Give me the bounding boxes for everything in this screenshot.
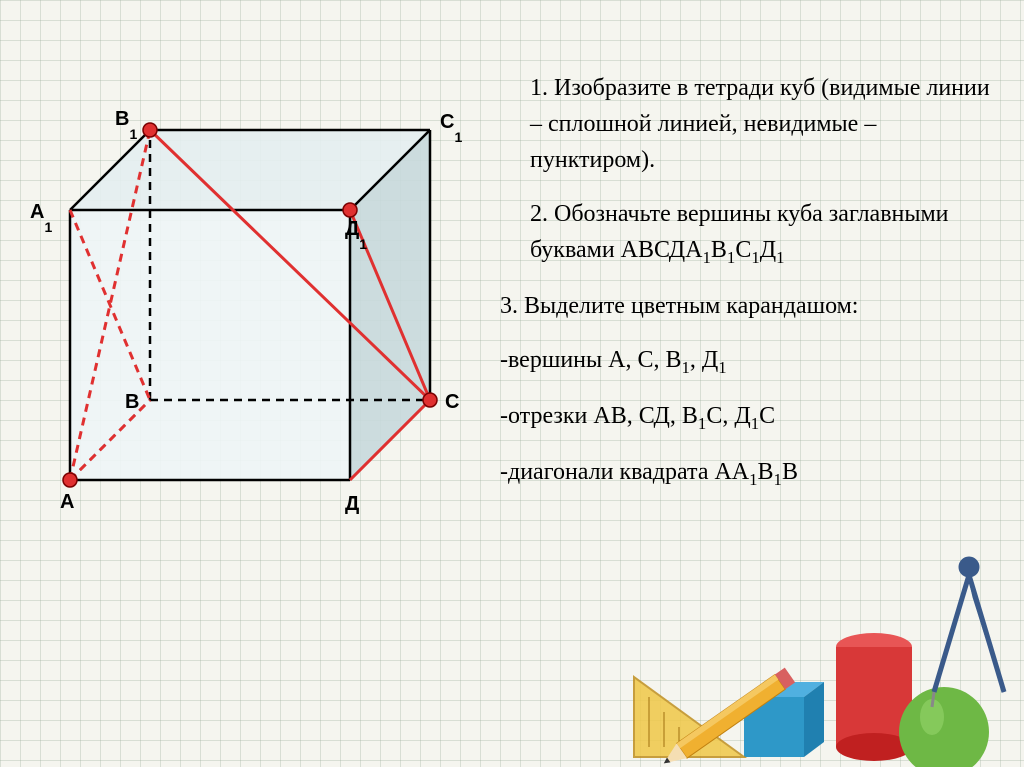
task-item-2: 2. Обозначьте вершины куба заглавными бу… <box>500 196 994 270</box>
bullet-3: -диагонали квадрата АА1В1В <box>500 454 994 492</box>
task1-text: Изобразите в тетради куб (видимые линии … <box>530 75 990 173</box>
task3-num: 3. <box>500 293 518 319</box>
task2-num: 2. <box>530 201 548 227</box>
vertex-dot <box>343 203 357 217</box>
diagram-panel: АДВСА1Д1В1С1 <box>0 0 480 767</box>
task3-text: Выделите цветным карандашом: <box>524 293 858 319</box>
vertex-dot <box>63 473 77 487</box>
sphere-shape <box>899 687 989 767</box>
vertex-label: В1 <box>115 108 137 142</box>
compass-shape <box>934 559 1004 692</box>
cube-diagram: АДВСА1Д1В1С1 <box>10 80 470 540</box>
bullet-2: -отрезки АВ, СД, В1С, Д1С <box>500 398 994 436</box>
vertex-label: А1 <box>30 201 52 235</box>
vertex-label: С <box>445 391 459 413</box>
vertex-label: Д <box>345 493 359 515</box>
vertex-label: С1 <box>440 111 462 145</box>
vertex-dot <box>143 123 157 137</box>
task2-text: Обозначьте вершины куба заглавными буква… <box>530 201 949 263</box>
vertex-label: А <box>60 491 74 513</box>
decoration-shapes <box>574 547 1024 767</box>
task-item-1: 1. Изобразите в тетради куб (видимые лин… <box>500 70 994 178</box>
bullet-1: -вершины А, С, В1, Д1 <box>500 342 994 380</box>
vertex-label: В <box>125 391 139 413</box>
task1-num: 1. <box>530 75 548 101</box>
vertex-dot <box>423 393 437 407</box>
task-item-3: 3. Выделите цветным карандашом: <box>500 288 994 324</box>
